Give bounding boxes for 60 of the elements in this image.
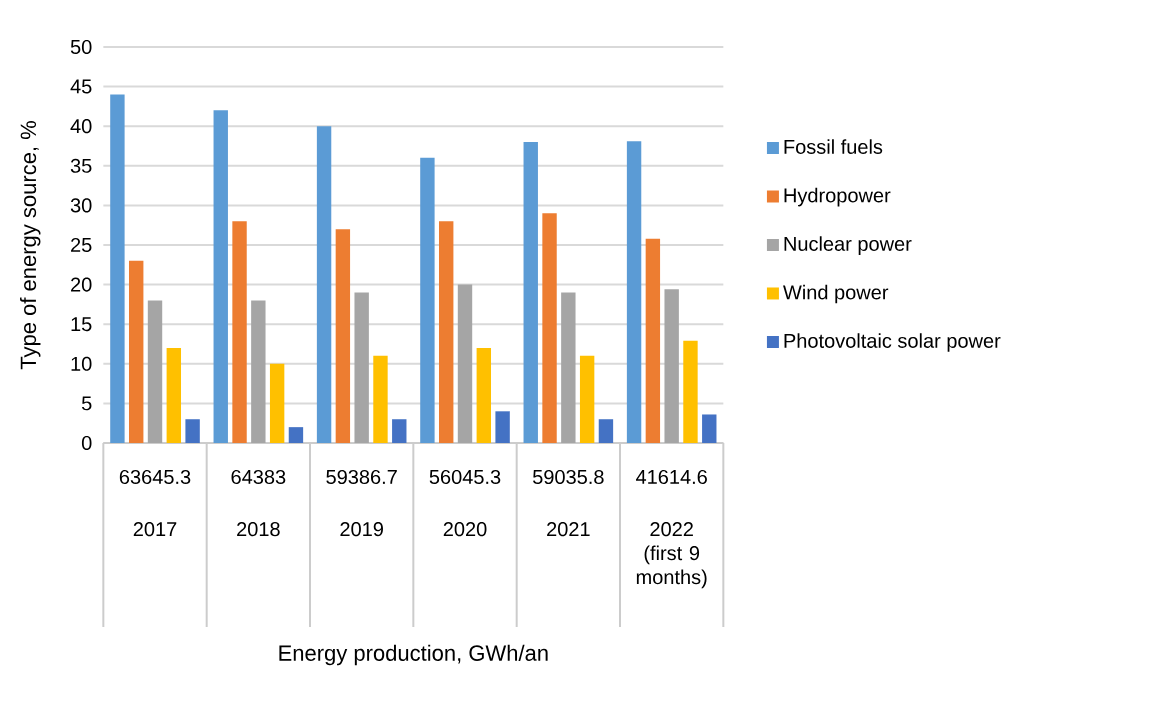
legend-label: Photovoltaic solar power [784, 333, 1001, 352]
bar [110, 94, 125, 443]
legend-label: Nuclear power [784, 236, 912, 255]
bar [213, 110, 228, 443]
text: 59035.8 [533, 469, 604, 485]
bar [316, 126, 332, 443]
legend-label: Wind power [783, 284, 889, 304]
bar [129, 260, 144, 443]
bar [392, 419, 407, 443]
bar [598, 419, 614, 443]
bar [288, 427, 304, 443]
bar [232, 221, 247, 443]
bar [579, 355, 595, 443]
text: 63645.3 [119, 469, 191, 485]
y-tick-label: 0 [81, 435, 92, 451]
bar [645, 238, 661, 443]
bar [420, 157, 435, 443]
text: 56045.3 [429, 469, 501, 485]
y-tick-label: 35 [70, 158, 92, 173]
bar [523, 142, 538, 443]
legend-label: Fossil fuels [784, 139, 883, 154]
x-tick-label: 2018 [237, 522, 280, 537]
bar [185, 419, 200, 443]
text: 64383 [231, 469, 286, 485]
bar [373, 355, 388, 443]
bar [626, 141, 642, 443]
y-tick-label: 25 [71, 237, 92, 253]
bar [664, 289, 679, 443]
y-tick-label: 10 [71, 356, 92, 371]
x-axis-title: Energy production, GWh/an [279, 644, 548, 666]
bar [476, 347, 492, 443]
legend-label: Hydropower [784, 187, 891, 207]
y-tick-label: 30 [70, 198, 92, 213]
y-tick-label: 20 [71, 277, 92, 292]
bar [269, 363, 285, 443]
y-tick-label: 15 [71, 317, 92, 332]
bar [335, 229, 351, 443]
bar [439, 221, 454, 443]
bar [495, 411, 510, 443]
y-tick-label: 5 [81, 396, 92, 411]
bar [147, 300, 163, 443]
x-tick-label: 2019 [340, 522, 383, 537]
y-axis-title: Type of energy source, % [20, 121, 41, 370]
x-tick-label: 2020 [443, 522, 487, 537]
bar [457, 284, 473, 443]
bar [702, 414, 717, 443]
x-tick-label: 2021 [547, 522, 590, 537]
y-tick-label: 50 [70, 39, 92, 55]
x-tick-label: 2022 (first 9 months) [636, 522, 707, 589]
text: 59386.7 [326, 469, 397, 485]
bar [561, 292, 576, 443]
y-tick-label: 45 [70, 79, 92, 94]
y-tick-label: 40 [70, 119, 92, 134]
bar [251, 300, 266, 443]
bar [166, 347, 182, 443]
bar [354, 292, 369, 443]
text: 41614.6 [635, 469, 707, 485]
x-tick-label: 2017 [133, 522, 177, 537]
bar [542, 213, 557, 443]
bar [683, 340, 698, 443]
